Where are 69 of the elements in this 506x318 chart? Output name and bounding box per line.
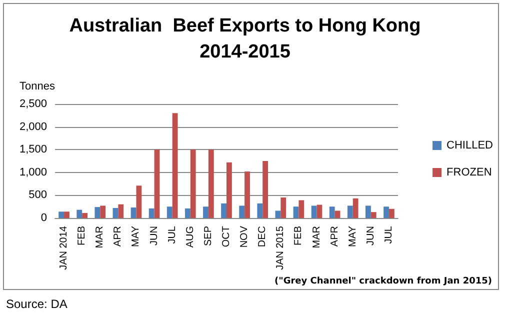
bar: [172, 113, 178, 218]
y-tick-label: 2,000: [19, 120, 47, 133]
bar: [203, 206, 208, 218]
bar: [257, 203, 263, 218]
bar: [239, 206, 245, 218]
bar: [262, 161, 268, 218]
x-tick-label: MAR: [311, 226, 322, 248]
bar: [130, 208, 136, 218]
bar: [293, 206, 299, 218]
bar: [94, 207, 100, 218]
x-tick-label: JUL: [383, 226, 394, 244]
bar: [190, 150, 196, 218]
bar: [226, 162, 232, 218]
bar: [64, 212, 70, 218]
bar: [221, 203, 226, 218]
bar: [316, 204, 322, 218]
bar: [347, 206, 353, 218]
bar: [154, 150, 160, 218]
x-tick-label: MAY: [130, 226, 142, 247]
legend-label: FROZEN: [446, 166, 492, 178]
y-tick-label: 0: [40, 212, 47, 224]
x-tick-label: JAN 2014: [58, 226, 70, 270]
x-tick-label: JUN: [365, 226, 376, 246]
bar: [118, 204, 124, 218]
y-axis-title: Tonnes: [20, 80, 56, 92]
x-tick-label: DEC: [257, 226, 268, 248]
bar: [352, 198, 358, 218]
bar: [366, 206, 371, 218]
x-tick-label: FEB: [76, 226, 88, 246]
chart-title: Australian Beef Exports to Hong Kong 2014-2015: [69, 16, 421, 62]
x-tick-label: OCT: [221, 226, 232, 248]
source-note: Source: DA: [6, 297, 68, 311]
bar: [329, 206, 335, 218]
x-tick-label: APR: [112, 226, 124, 247]
legend-label: CHILLED: [446, 140, 494, 152]
bar: [370, 212, 376, 218]
bar: [58, 212, 64, 218]
x-tick-label: APR: [329, 226, 340, 247]
bar: [280, 197, 286, 218]
bar: [100, 206, 106, 218]
y-tick-label: 500: [28, 189, 47, 202]
bar: [82, 212, 88, 218]
x-tick-label: JAN 2015: [275, 226, 286, 270]
bar: [334, 210, 340, 218]
x-tick-label: SEP: [202, 226, 214, 246]
x-tick-label: JUN: [148, 226, 160, 246]
x-tick-label: AUG: [184, 226, 196, 248]
bar: [184, 208, 190, 218]
x-tick-label: JUL: [166, 226, 178, 244]
bar: [311, 206, 317, 218]
bar: [148, 208, 154, 218]
x-tick-label: FEB: [293, 226, 304, 246]
bar: [112, 208, 118, 218]
bar: [244, 171, 250, 218]
y-tick-label: 1,500: [19, 144, 47, 156]
bar: [388, 208, 394, 218]
x-tick-label: NOV: [239, 226, 250, 248]
bar: [275, 210, 281, 218]
x-tick-label: MAR: [94, 226, 106, 248]
bar: [136, 186, 142, 218]
bar: [384, 206, 389, 218]
x-tick-label: MAY: [347, 226, 358, 247]
bar: [76, 210, 82, 218]
bar: [208, 150, 214, 218]
bar: [166, 206, 172, 218]
text: ("Grey Channel" crackdown from Jan 2015): [274, 276, 492, 286]
bar: [298, 200, 304, 218]
y-tick-label: 1,000: [19, 166, 47, 178]
y-tick-label: 2,500: [19, 98, 47, 110]
